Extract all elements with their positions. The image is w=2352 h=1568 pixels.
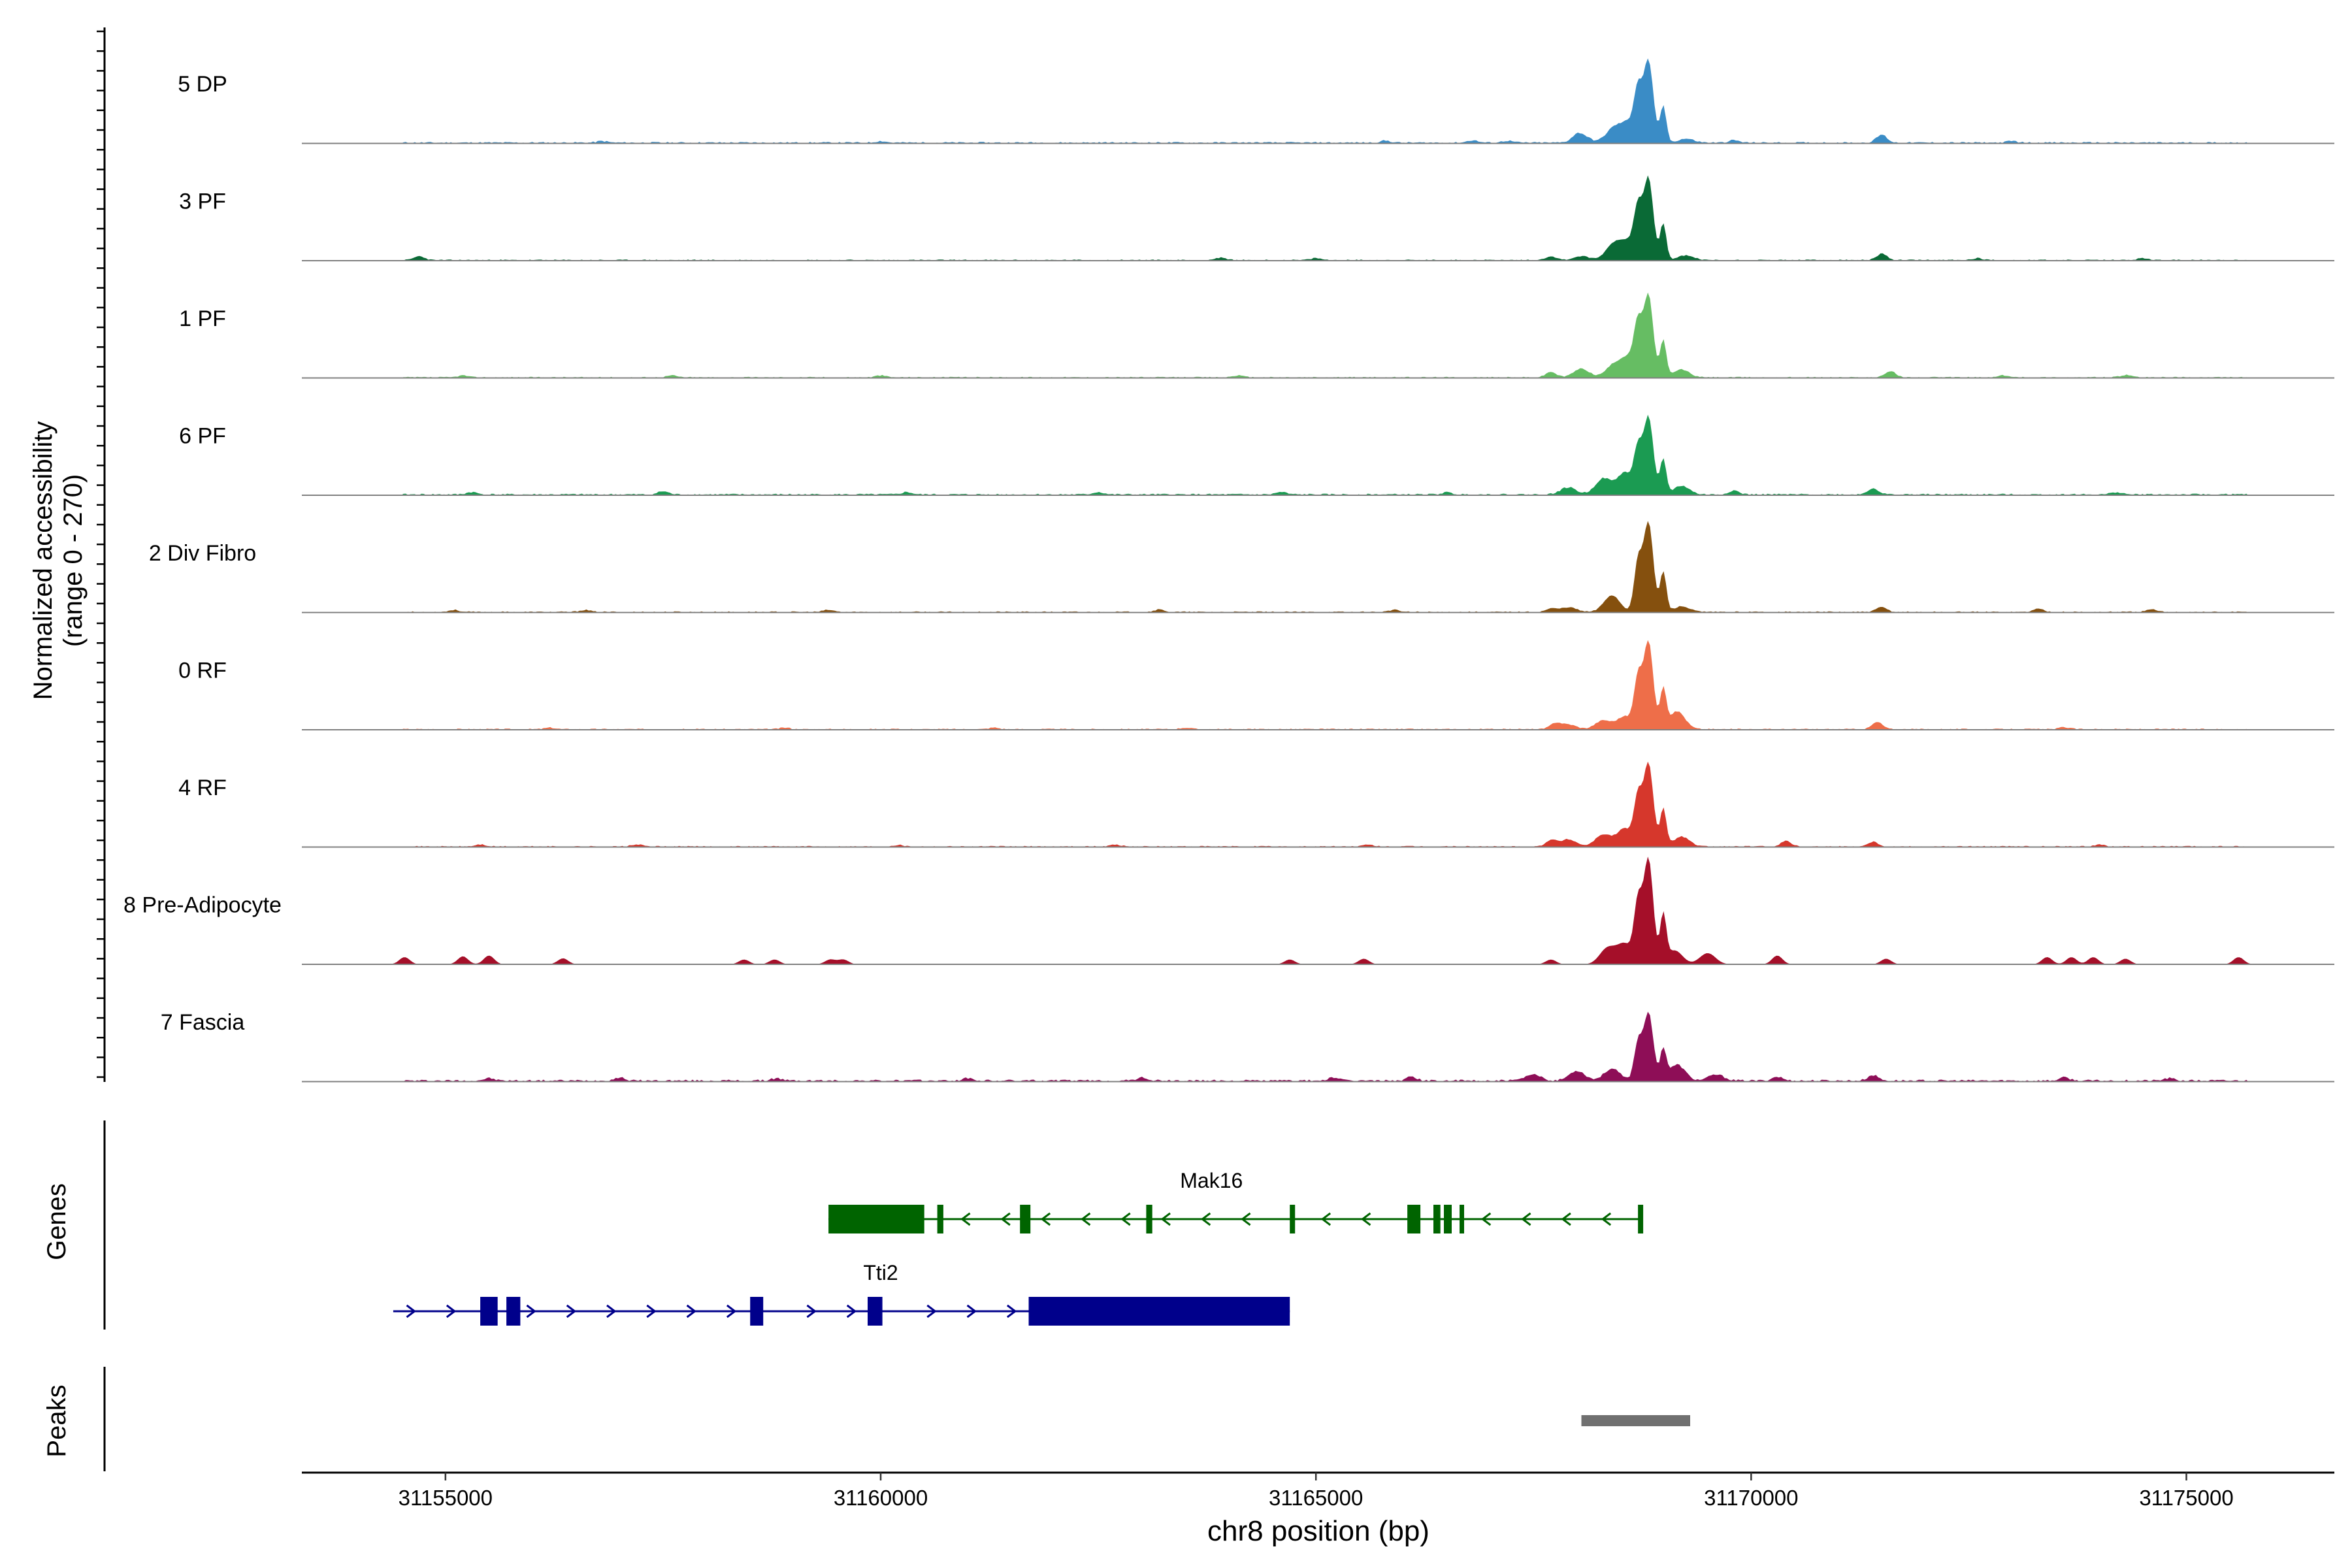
strand-arrow [1360, 1212, 1371, 1226]
gene-exon [868, 1297, 883, 1326]
coverage-tracks: 5 DP 3 PF 1 PF 6 PF 2 Div Fibro 0 RF 4 RF 8 Pre… [123, 58, 2334, 1083]
strand-arrow [1601, 1212, 1612, 1226]
track-area [302, 761, 2334, 847]
gene-exon [1460, 1205, 1464, 1233]
gene-exon [1433, 1205, 1441, 1233]
gene-exon [828, 1205, 924, 1233]
strand-arrow [1120, 1212, 1131, 1226]
gene-exon [1028, 1297, 1290, 1326]
strand-arrow [1521, 1212, 1531, 1226]
genes-panel-label: Genes [42, 1183, 71, 1260]
gene-exon [1146, 1205, 1152, 1233]
track-label: 2 Div Fibro [149, 541, 256, 566]
track-label: 6 PF [179, 424, 226, 449]
track-area [302, 1011, 2334, 1082]
x-tick-label: 31165000 [1269, 1486, 1363, 1510]
x-tick-label: 31160000 [834, 1486, 928, 1510]
strand-arrow [606, 1304, 617, 1318]
track-area [302, 292, 2334, 378]
track-area [302, 414, 2334, 495]
track-8: 8 Pre-Adipocyte [123, 857, 2334, 965]
gene-exon [1407, 1205, 1421, 1233]
track-area [302, 521, 2334, 613]
track-4: 6 PF [179, 414, 2334, 496]
peaks-panel-label: Peaks [42, 1384, 71, 1457]
gene-exon [750, 1297, 764, 1326]
strand-arrow [1241, 1212, 1251, 1226]
gene-exon [506, 1297, 521, 1326]
coverage-y-ticks [97, 30, 105, 1078]
gene-tti2: Tti2 [393, 1261, 1290, 1326]
track-label: 7 Fascia [161, 1010, 245, 1035]
strand-arrow [1006, 1304, 1017, 1318]
y-axis-title-line1: Normalized accessibility [29, 421, 57, 700]
strand-arrow [526, 1304, 536, 1318]
track-area [302, 857, 2334, 964]
gene-label: Mak16 [1180, 1169, 1243, 1192]
gene-exon [1020, 1205, 1031, 1233]
track-label: 5 DP [178, 72, 227, 97]
strand-arrow [1040, 1212, 1051, 1226]
strand-arrow [566, 1304, 577, 1318]
y-axis-title-line2: (range 0 - 270) [59, 474, 88, 647]
track-6: 0 RF [178, 640, 2334, 730]
gene-annotations: Mak16 Tti2 [393, 1169, 1644, 1326]
strand-arrow [406, 1304, 417, 1318]
strand-arrow [966, 1304, 977, 1318]
gene-exon [1444, 1205, 1452, 1233]
track-label: 4 RF [178, 776, 227, 800]
strand-arrow [1160, 1212, 1171, 1226]
strand-arrow [926, 1304, 937, 1318]
x-tick-label: 31170000 [1704, 1486, 1798, 1510]
track-3: 1 PF [179, 292, 2334, 379]
strand-arrow [1480, 1212, 1492, 1226]
track-9: 7 Fascia [161, 1010, 2334, 1083]
track-label: 8 Pre-Adipocyte [123, 893, 282, 918]
x-axis-title: chr8 position (bp) [1207, 1515, 1429, 1547]
track-area [302, 175, 2334, 261]
gene-exon [1290, 1205, 1296, 1233]
track-area [302, 640, 2334, 730]
strand-arrow [1561, 1212, 1571, 1226]
strand-arrow [1080, 1212, 1091, 1226]
track-label: 0 RF [178, 659, 227, 683]
strand-arrow [960, 1212, 971, 1226]
gene-exon [937, 1205, 943, 1233]
track-area [302, 58, 2334, 144]
x-tick-label: 31155000 [399, 1486, 493, 1510]
strand-arrow [1200, 1212, 1211, 1226]
track-1: 5 DP [178, 58, 2334, 144]
strand-arrow [1000, 1212, 1011, 1226]
strand-arrow [726, 1304, 737, 1318]
peak-annotations [1581, 1415, 1690, 1426]
gene-exon [480, 1297, 498, 1326]
x-axis-ticks: 31155000 31160000 31165000 31170000 31175000 [399, 1473, 2234, 1510]
track-label: 1 PF [179, 306, 226, 331]
gene-label: Tti2 [863, 1261, 898, 1284]
track-7: 4 RF [178, 761, 2334, 848]
strand-arrow [846, 1304, 857, 1318]
strand-arrow [1320, 1212, 1331, 1226]
peak-region [1581, 1415, 1690, 1426]
gene-mak16: Mak16 [828, 1169, 1644, 1233]
track-5: 2 Div Fibro [149, 521, 2334, 613]
strand-arrow [806, 1304, 817, 1318]
strand-arrow [646, 1304, 657, 1318]
strand-arrow [686, 1304, 697, 1318]
x-tick-label: 31175000 [2139, 1486, 2233, 1510]
strand-arrow [446, 1304, 457, 1318]
gene-exon [1638, 1205, 1644, 1233]
track-2: 3 PF [179, 175, 2334, 261]
track-label: 3 PF [179, 189, 226, 214]
